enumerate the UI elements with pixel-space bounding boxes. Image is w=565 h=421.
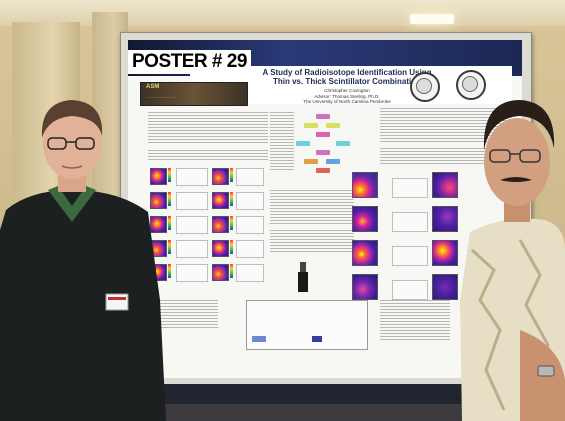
left-man-name-badge [105, 293, 129, 311]
heatmap-plot [212, 192, 229, 209]
spectrum-graph [236, 192, 264, 210]
flowchart-box [316, 168, 330, 173]
heatmap-plot [352, 172, 378, 198]
heatmap-plot [432, 172, 458, 198]
poster-text-block [380, 148, 510, 164]
right-man-hair [483, 100, 555, 150]
spectrum-graph [176, 240, 208, 258]
spectrum-graph [236, 264, 264, 282]
heatmap-plot [432, 274, 458, 300]
department-seal-icon [456, 70, 486, 100]
poster-institution: The University of North Carolina Pembrok… [303, 99, 391, 105]
banner-logo-lettering: ASM [146, 84, 160, 90]
left-man-glasses-left [47, 137, 67, 150]
spectrum-graph [176, 192, 208, 210]
detector-diagram-part [298, 272, 308, 292]
poster-board-base [128, 384, 528, 404]
results-table [246, 300, 368, 350]
left-man-mouth [61, 165, 83, 169]
poster-text-block [270, 230, 354, 254]
left-man-hair [41, 100, 103, 138]
seal-center-icon [416, 78, 432, 94]
flowchart-box [326, 123, 340, 128]
left-man-badge-stripe [108, 297, 126, 300]
colorbar [168, 216, 171, 230]
poster-text-block [380, 300, 450, 340]
colorbar [230, 192, 233, 206]
poster-text-block [270, 190, 354, 226]
poster-text-block [148, 112, 268, 144]
legend-swatch [312, 336, 322, 342]
heatmap-plot [432, 240, 458, 266]
legend-swatch [252, 336, 266, 342]
flowchart-box [326, 159, 340, 164]
spectrum-graph [392, 280, 428, 300]
poster-authors: Christopher Covington Advisor: Thomas St… [250, 88, 444, 105]
colorbar [230, 168, 233, 182]
flowchart-box [296, 141, 310, 146]
left-man-face [43, 109, 101, 179]
colorbar [230, 216, 233, 230]
left-man-collar [48, 186, 96, 222]
flowchart-box [316, 132, 330, 137]
colorbar [230, 240, 233, 254]
flowchart-box [304, 159, 318, 164]
spectrum-graph [236, 216, 264, 234]
heatmap-plot [212, 264, 229, 281]
heatmap-plot [150, 168, 167, 185]
colorbar [230, 264, 233, 278]
spectrum-graph [392, 246, 428, 266]
conference-banner-image [140, 82, 248, 106]
colorbar [168, 192, 171, 206]
heatmap-plot [352, 274, 378, 300]
heatmap-plot [150, 192, 167, 209]
ceiling-light [410, 14, 454, 24]
heatmap-plot [212, 240, 229, 257]
poster-text-block [148, 150, 268, 162]
university-seal-icon [410, 72, 440, 102]
heatmap-plot [212, 216, 229, 233]
heatmap-plot [352, 206, 378, 232]
right-man-face [484, 118, 550, 206]
heatmap-plot [150, 216, 167, 233]
poster-text-block [270, 112, 294, 170]
poster-number: POSTER # 29 [128, 50, 251, 74]
right-man-glasses-left [489, 149, 511, 163]
banner-logo-lettering: ······················ [146, 95, 176, 100]
seal-center-icon [462, 76, 478, 92]
colorbar [168, 168, 171, 182]
colorbar [168, 264, 171, 278]
spectrum-graph [392, 178, 428, 198]
flowchart-box [336, 141, 350, 146]
colorbar [168, 240, 171, 254]
heatmap-plot [352, 240, 378, 266]
spectrum-graph [176, 168, 208, 186]
right-man-mustache [500, 177, 532, 182]
spectrum-graph [236, 240, 264, 258]
spectrum-graph [176, 264, 208, 282]
flowchart-box [316, 150, 330, 155]
spectrum-graph [236, 168, 264, 186]
detector-diagram-part [300, 262, 306, 272]
left-man-glasses-right [75, 137, 95, 150]
spectrum-graph [392, 212, 428, 232]
right-man-glasses-right [519, 149, 541, 163]
heatmap-plot [432, 206, 458, 232]
left-man-torso [0, 190, 166, 421]
poster-title: A Study of Radioisotope Identification U… [262, 68, 432, 77]
heatmap-plot [212, 168, 229, 185]
flowchart-box [316, 114, 330, 119]
flowchart-box [304, 123, 318, 128]
poster-author: Christopher Covington [324, 88, 370, 93]
poster-title: Thin vs. Thick Scintillator Combination [272, 77, 421, 86]
spectrum-graph [176, 216, 208, 234]
right-man-watch [537, 365, 555, 377]
poster-advisor: Advisor: Thomas Sterling, Ph.D. [314, 93, 380, 99]
